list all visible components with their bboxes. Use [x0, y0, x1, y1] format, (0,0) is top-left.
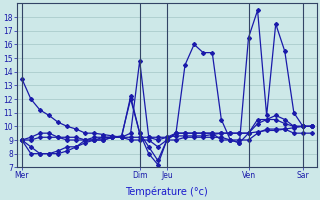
- X-axis label: Température (°c): Température (°c): [125, 186, 208, 197]
